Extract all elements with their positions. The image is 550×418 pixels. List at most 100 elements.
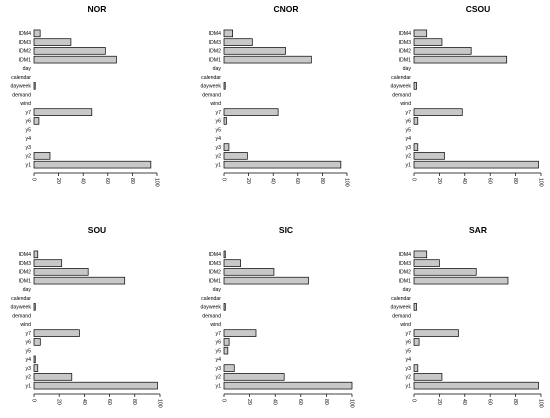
- category-label: dayweek: [11, 305, 32, 311]
- category-label: dayweek: [391, 305, 412, 311]
- category-label: y1: [216, 383, 222, 389]
- bar-y5: [223, 346, 229, 355]
- bar-dayweek: [223, 303, 226, 311]
- x-tick-label: 80: [512, 399, 518, 405]
- x-tick-label: 40: [270, 178, 276, 184]
- bar-idm3: [33, 38, 72, 46]
- x-tick-label: 60: [104, 178, 110, 184]
- bar-idm2: [413, 47, 472, 55]
- bar-y6: [223, 117, 227, 125]
- category-label: dayweek: [11, 84, 32, 90]
- x-tick-label: 80: [129, 178, 135, 184]
- bar-y7: [413, 329, 459, 337]
- category-label: IDM2: [19, 270, 32, 276]
- x-tick-label: 100: [537, 399, 543, 408]
- bar-idm3: [413, 38, 443, 46]
- category-label: calendar: [391, 296, 411, 302]
- category-label: IDM1: [209, 278, 222, 284]
- category-label: IDM4: [19, 31, 32, 37]
- bar-y7: [223, 329, 257, 337]
- x-tick-label: 60: [487, 399, 493, 405]
- category-label: y7: [26, 331, 32, 337]
- category-label: wind: [400, 322, 411, 328]
- category-label: y1: [216, 162, 222, 168]
- category-label: demand: [12, 313, 31, 319]
- bar-idm3: [223, 38, 253, 46]
- category-label: IDM3: [399, 40, 412, 46]
- bar-y2: [223, 152, 248, 160]
- category-label: IDM3: [399, 261, 412, 267]
- bar-y7: [33, 108, 93, 116]
- x-tick-label: 0: [410, 178, 416, 181]
- category-label: demand: [202, 92, 221, 98]
- category-label: y5: [216, 127, 222, 133]
- category-label: y4: [406, 136, 412, 142]
- category-label: y6: [216, 119, 222, 125]
- x-tick-label: 40: [80, 178, 86, 184]
- bar-dayweek: [33, 303, 36, 311]
- bar-y1: [413, 160, 539, 169]
- bar-y2: [33, 373, 73, 381]
- category-label: y7: [406, 110, 412, 116]
- bar-idm4: [223, 250, 226, 259]
- x-tick-label: 40: [461, 178, 467, 184]
- category-label: IDM1: [19, 278, 32, 284]
- bar-idm2: [223, 47, 286, 55]
- category-label: y4: [26, 357, 32, 363]
- category-label: IDM2: [209, 270, 222, 276]
- category-label: calendar: [11, 296, 31, 302]
- bar-y6: [33, 117, 40, 125]
- bar-y4: [33, 355, 36, 364]
- bar-idm1: [33, 55, 117, 64]
- bar-idm1: [413, 55, 508, 64]
- category-label: y2: [216, 375, 222, 381]
- category-label: y3: [406, 145, 412, 151]
- category-label: calendar: [391, 75, 411, 81]
- bar-idm3: [223, 259, 241, 267]
- category-label: IDM3: [19, 40, 32, 46]
- category-label: IDM4: [209, 31, 222, 37]
- chart-title: CNOR: [273, 4, 298, 14]
- bar-idm2: [413, 268, 477, 276]
- chart-title: SOU: [88, 225, 106, 235]
- category-label: demand: [392, 313, 411, 319]
- bar-idm1: [223, 276, 309, 285]
- bar-idm3: [33, 259, 63, 267]
- x-tick-label: 0: [410, 399, 416, 402]
- bar-y6: [223, 338, 230, 346]
- category-label: IDM1: [209, 57, 222, 63]
- category-label: y5: [406, 127, 412, 133]
- x-tick-label: 0: [30, 399, 36, 402]
- category-label: wind: [20, 101, 31, 107]
- category-label: y1: [406, 162, 412, 168]
- x-tick-label: 100: [156, 399, 162, 408]
- category-label: day: [403, 66, 412, 72]
- category-label: IDM3: [209, 40, 222, 46]
- category-label: IDM2: [399, 270, 412, 276]
- category-label: day: [23, 66, 32, 72]
- category-label: day: [403, 287, 412, 293]
- x-tick-label: 0: [220, 178, 226, 181]
- bar-y7: [33, 329, 80, 337]
- chart-panel-csou: CSOU IDM4 IDM3 IDM2 IDM1 day calendar dayweek de…: [391, 4, 544, 187]
- bar-y7: [413, 108, 463, 116]
- bar-idm1: [223, 55, 312, 64]
- category-label: wind: [210, 322, 221, 328]
- x-tick-label: 0: [30, 178, 36, 181]
- bar-idm2: [223, 268, 275, 276]
- bar-y3: [413, 364, 419, 372]
- bar-y1: [33, 160, 152, 169]
- bar-y6: [413, 117, 419, 125]
- bar-idm4: [413, 250, 428, 259]
- category-label: y6: [216, 340, 222, 346]
- bar-y6: [33, 338, 41, 346]
- category-label: y7: [216, 110, 222, 116]
- x-tick-label: 60: [297, 399, 303, 405]
- x-tick-label: 20: [245, 178, 251, 184]
- category-label: y3: [406, 366, 412, 372]
- category-label: IDM4: [399, 31, 412, 37]
- category-label: calendar: [11, 75, 31, 81]
- bar-y2: [413, 373, 443, 381]
- bar-dayweek: [223, 82, 226, 90]
- bar-y1: [413, 381, 539, 390]
